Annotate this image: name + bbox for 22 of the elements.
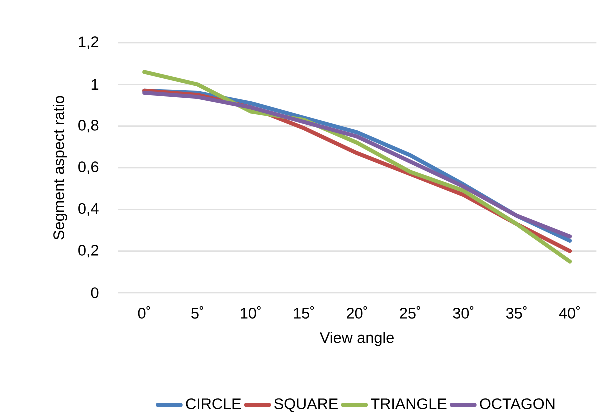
y-axis-title: Segment aspect ratio <box>53 96 68 240</box>
legend-label: CIRCLE <box>186 398 242 410</box>
y-tick-label: 0,8 <box>78 120 99 133</box>
x-tick-label: 10˚ <box>241 306 261 319</box>
x-tick-label: 30˚ <box>453 306 474 319</box>
y-tick-label: 0,6 <box>78 162 99 174</box>
legend-label: TRIANGLE <box>371 398 447 410</box>
x-tick-label: 15˚ <box>294 306 314 319</box>
y-tick-label: 1,2 <box>79 36 99 50</box>
x-tick-label: 35˚ <box>506 306 527 319</box>
y-tick-label: 1 <box>92 79 99 90</box>
x-tick-label: 0˚ <box>138 306 150 319</box>
x-tick-label: 40˚ <box>559 306 580 319</box>
y-tick-label: 0 <box>91 288 99 298</box>
legend-label: OCTAGON <box>480 398 555 410</box>
x-tick-label: 5˚ <box>192 306 204 319</box>
x-axis-title: View angle <box>320 332 394 346</box>
y-tick-label: 0,2 <box>78 245 99 258</box>
x-tick-label: 20˚ <box>347 306 368 319</box>
legend-label: SQUARE <box>274 398 338 412</box>
x-tick-label: 25˚ <box>400 306 420 319</box>
y-tick-label: 0,4 <box>78 203 99 216</box>
